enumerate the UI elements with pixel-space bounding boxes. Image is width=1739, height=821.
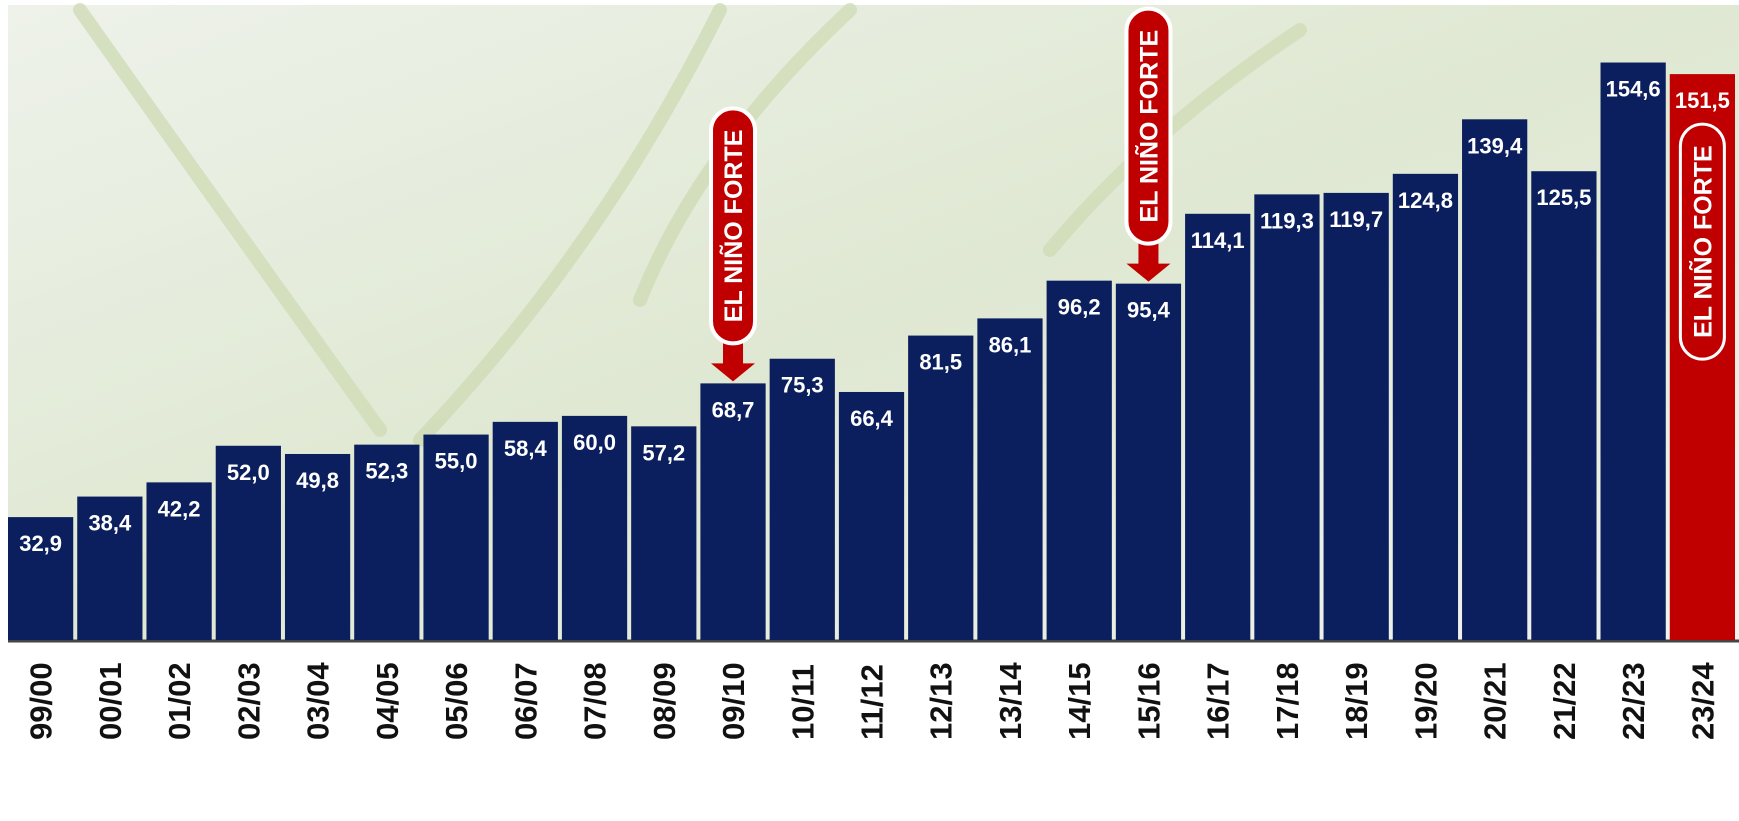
x-tick-label: 07/08 — [578, 662, 613, 740]
bar — [492, 421, 558, 640]
bar — [561, 415, 628, 640]
bar — [423, 434, 489, 640]
bar — [1392, 173, 1459, 640]
value-label: 38,4 — [88, 511, 132, 536]
annotation-arrow — [711, 338, 756, 382]
x-tick-label: 05/06 — [439, 662, 474, 740]
x-tick-label: 00/01 — [93, 662, 128, 740]
value-label: 114,1 — [1191, 228, 1245, 253]
value-label: 125,5 — [1536, 185, 1591, 210]
x-tick-label: 06/07 — [508, 662, 543, 740]
value-label: 68,7 — [712, 397, 755, 422]
annotation-text: EL NIÑO FORTE — [718, 130, 748, 323]
x-tick-label: 23/24 — [1685, 662, 1720, 740]
bar — [1046, 280, 1112, 640]
x-tick-label: 03/04 — [301, 662, 336, 740]
value-label: 95,4 — [1127, 298, 1171, 323]
bar — [700, 383, 766, 640]
x-tick-label: 20/21 — [1478, 662, 1513, 740]
value-label: 75,3 — [781, 373, 824, 398]
bar — [146, 482, 212, 640]
value-label: 119,7 — [1329, 207, 1383, 232]
value-label: 81,5 — [919, 350, 962, 375]
value-label: 32,9 — [19, 531, 62, 556]
x-tick-label: 19/20 — [1408, 662, 1443, 740]
bar — [1531, 171, 1597, 640]
bar — [1600, 62, 1666, 640]
value-label: 86,1 — [989, 332, 1032, 357]
x-tick-label: 01/02 — [162, 662, 197, 740]
annotation-pill — [709, 106, 758, 346]
value-label: 57,2 — [642, 440, 685, 465]
x-tick-label: 99/00 — [24, 662, 59, 740]
bar — [1115, 283, 1182, 640]
value-label: 124,8 — [1398, 188, 1453, 213]
x-tick-label: 10/11 — [785, 664, 820, 740]
x-tick-label: 13/14 — [993, 662, 1028, 740]
value-label: 139,4 — [1467, 133, 1523, 158]
x-tick-label: 14/15 — [1062, 662, 1097, 740]
annotation-arrow — [1126, 238, 1171, 282]
value-label: 119,3 — [1260, 208, 1314, 233]
annotation-pill — [1678, 122, 1726, 361]
value-label: 58,4 — [504, 436, 548, 461]
annotation-pill — [1124, 6, 1173, 246]
bar — [8, 517, 74, 640]
bar — [908, 335, 974, 640]
x-tick-label: 15/16 — [1131, 662, 1166, 740]
x-tick-label: 12/13 — [924, 662, 959, 740]
bar — [631, 426, 697, 640]
annotation-text: EL NIÑO FORTE — [1133, 30, 1163, 223]
bar — [77, 496, 143, 640]
bar — [977, 318, 1043, 640]
value-label: 52,3 — [365, 459, 408, 484]
x-tick-label: 17/18 — [1270, 662, 1305, 740]
bar — [1185, 213, 1251, 640]
x-tick-label: 11/12 — [855, 664, 890, 740]
x-tick-label: 02/03 — [231, 662, 266, 740]
bar — [838, 391, 905, 640]
x-tick-label: 16/17 — [1201, 662, 1236, 740]
value-label: 96,2 — [1058, 295, 1101, 320]
bar — [1254, 194, 1320, 641]
bar — [1462, 119, 1528, 641]
annotation: EL NIÑO FORTE — [1124, 6, 1173, 282]
x-tick-label: 18/19 — [1339, 662, 1374, 740]
x-tick-label: 09/10 — [716, 662, 751, 740]
x-tick-label: 22/23 — [1616, 662, 1651, 740]
annotation: EL NIÑO FORTE — [1678, 122, 1726, 361]
bar — [215, 445, 281, 640]
annotation: EL NIÑO FORTE — [709, 106, 758, 382]
bar — [769, 358, 835, 640]
x-tick-label: 08/09 — [647, 662, 682, 740]
value-label: 49,8 — [296, 468, 339, 493]
value-label: 60,0 — [573, 430, 616, 455]
bar — [284, 453, 351, 640]
value-label: 154,6 — [1606, 77, 1661, 102]
value-label: 42,2 — [158, 496, 201, 521]
annotation-text: EL NIÑO FORTE — [1687, 145, 1717, 338]
value-label: 55,0 — [435, 449, 478, 474]
bar — [1323, 192, 1389, 640]
value-label: 52,0 — [227, 460, 270, 485]
x-tick-label: 04/05 — [370, 662, 405, 740]
value-label: 151,5 — [1675, 88, 1730, 113]
bar — [354, 444, 420, 640]
x-tick-label: 21/22 — [1547, 662, 1582, 740]
value-label: 66,4 — [850, 406, 894, 431]
